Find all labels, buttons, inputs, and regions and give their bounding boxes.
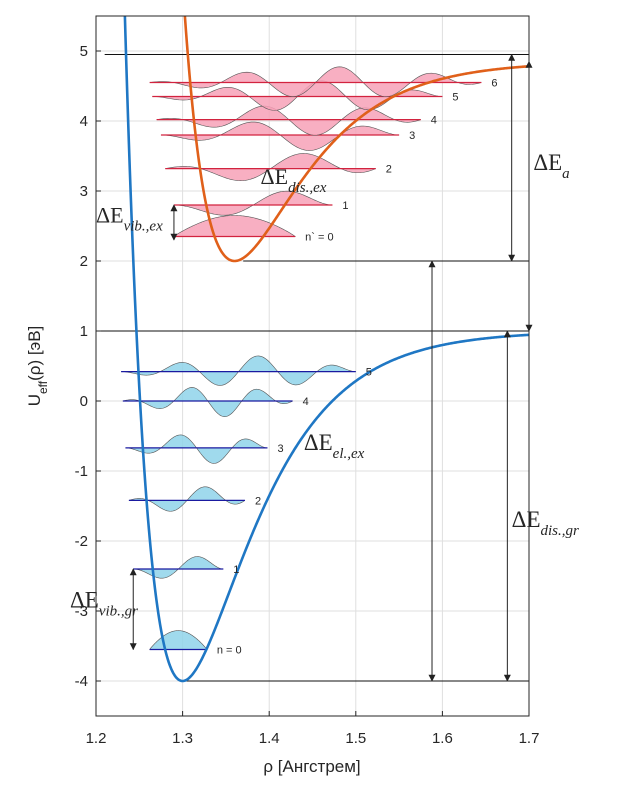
energy-annotation: ΔEvib.,ex bbox=[96, 203, 163, 235]
y-tick-label: 3 bbox=[80, 183, 88, 200]
y-axis-label-base: U bbox=[25, 394, 44, 406]
x-tick-label: 1.2 bbox=[86, 730, 107, 747]
excited-wavefunction bbox=[156, 105, 421, 136]
energy-annotation: ΔEdis.,gr bbox=[512, 507, 579, 539]
y-ticks: -4 -3 -2 -1 0 1 2 3 4 5 bbox=[75, 43, 101, 690]
y-tick-label: 4 bbox=[80, 113, 88, 130]
y-tick-label: 1 bbox=[80, 323, 88, 340]
y-tick-label: -1 bbox=[75, 463, 88, 480]
ground-quantum-label: 3 bbox=[277, 443, 283, 455]
annotation-main: ΔE bbox=[533, 150, 562, 175]
annotation-sub: vib.,gr bbox=[99, 604, 138, 620]
ground-wavefunction bbox=[122, 387, 293, 417]
x-tick-label: 1.6 bbox=[432, 730, 453, 747]
annotation-main: ΔE bbox=[261, 164, 289, 189]
ground-quantum-label: 5 bbox=[366, 367, 372, 379]
ground-quantum-label: n = 0 bbox=[217, 645, 242, 657]
wavefunctions bbox=[121, 66, 482, 651]
excited-quantum-label: 6 bbox=[491, 78, 497, 90]
annotation-sub: a bbox=[562, 166, 570, 182]
y-axis-label-sub: eff bbox=[36, 380, 50, 394]
x-tick-label: 1.3 bbox=[172, 730, 193, 747]
annotation-sub: el.,ex bbox=[333, 446, 365, 462]
annotation-main: ΔE bbox=[512, 507, 541, 532]
excited-quantum-label: 5 bbox=[452, 92, 458, 104]
excited-wavefunction bbox=[173, 215, 297, 237]
energy-annotation: ΔEdis.,ex bbox=[261, 164, 327, 196]
potential-curves bbox=[123, 16, 529, 683]
plot-frame bbox=[95, 15, 530, 717]
excited-quantum-label: 2 bbox=[386, 164, 392, 176]
energy-annotation: ΔEvib.,gr bbox=[70, 588, 138, 620]
y-axis-label: Ueff(ρ) [эВ] bbox=[25, 326, 50, 407]
excited-quantum-label: n` = 0 bbox=[305, 232, 333, 244]
y-tick-label: -3 bbox=[75, 603, 88, 620]
excited-quantum-label: 4 bbox=[431, 115, 437, 127]
energy-annotation: ΔEa bbox=[533, 150, 569, 182]
y-tick-label: 0 bbox=[80, 393, 88, 410]
ground-quantum-label: 4 bbox=[303, 396, 309, 408]
annotation-labels: ΔEdis.,exΔEaΔEvib.,exΔEel.,exΔEdis.,grΔE… bbox=[70, 150, 579, 620]
annotation-sub: dis.,gr bbox=[541, 523, 580, 539]
ground-quantum-label: 1 bbox=[233, 564, 239, 576]
annotation-sub: vib.,ex bbox=[124, 219, 163, 235]
excited-wavefunction bbox=[173, 190, 333, 216]
excited-quantum-label: 1 bbox=[342, 200, 348, 212]
y-tick-label: -4 bbox=[75, 673, 88, 690]
excited-potential-curve bbox=[183, 16, 529, 263]
energy-reference-lines bbox=[96, 54, 529, 682]
x-tick-label: 1.5 bbox=[345, 730, 366, 747]
x-axis-label: ρ [Ангстрем] bbox=[263, 757, 360, 776]
annotation-main: ΔE bbox=[70, 588, 99, 613]
x-tick-label: 1.7 bbox=[519, 730, 540, 747]
y-tick-label: 5 bbox=[80, 43, 88, 60]
annotation-sub: dis.,ex bbox=[288, 180, 327, 196]
ground-quantum-label: 2 bbox=[255, 495, 261, 507]
excited-quantum-label: 3 bbox=[409, 130, 415, 142]
annotation-main: ΔE bbox=[96, 203, 124, 228]
y-tick-label: 2 bbox=[80, 253, 88, 270]
annotation-main: ΔE bbox=[304, 430, 333, 455]
y-tick-label: -2 bbox=[75, 533, 88, 550]
y-axis-label-rest: (ρ) [эВ] bbox=[25, 326, 44, 381]
x-ticks: 1.2 1.3 1.4 1.5 1.6 1.7 bbox=[86, 711, 540, 747]
x-tick-label: 1.4 bbox=[259, 730, 280, 747]
energy-annotation: ΔEel.,ex bbox=[304, 430, 365, 462]
ground-potential-curve bbox=[123, 16, 529, 683]
